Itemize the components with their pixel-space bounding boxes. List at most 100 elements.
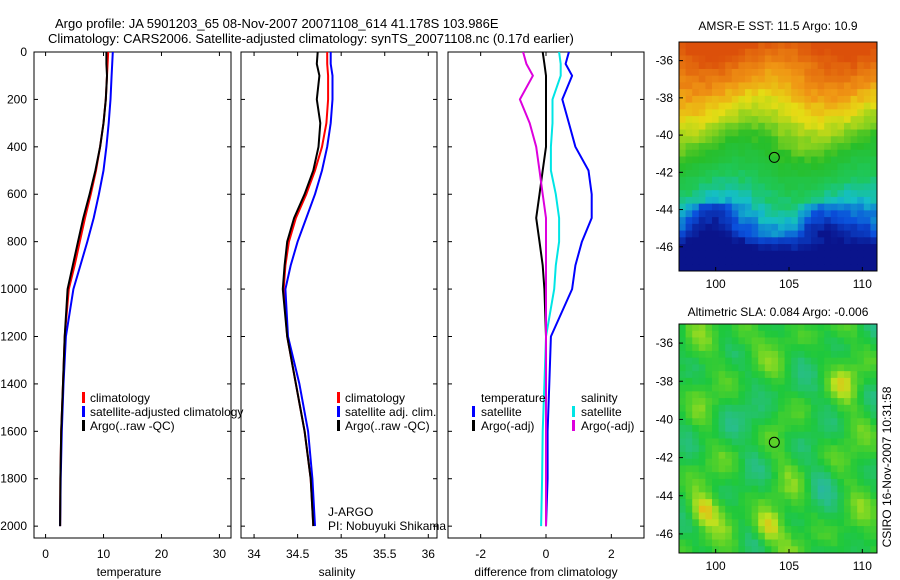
heatmap-cell	[705, 465, 713, 473]
heatmap-cell	[685, 196, 693, 205]
heatmap-cell	[837, 391, 845, 399]
heatmap-cell	[764, 169, 772, 178]
depth-tick-label: 2000	[0, 519, 27, 533]
heatmap-cell	[830, 136, 838, 144]
heatmap-cell	[685, 95, 693, 104]
heatmap-cell	[679, 68, 687, 77]
heatmap-cell	[738, 377, 746, 386]
heatmap-cell	[797, 539, 805, 547]
heatmap-cell	[764, 324, 772, 332]
heatmap-cell	[863, 357, 871, 366]
heatmap-cell	[698, 418, 706, 426]
heatmap-cell	[679, 485, 687, 493]
heatmap-cell	[685, 89, 693, 97]
heatmap-cell	[725, 136, 733, 144]
heatmap-cell	[857, 398, 865, 406]
x-tick-label: 20	[155, 547, 169, 561]
heatmap-cell	[844, 95, 852, 104]
heatmap-cell	[778, 404, 786, 413]
heatmap-cell	[738, 230, 746, 238]
heatmap-cell	[692, 445, 700, 453]
heatmap-cell	[830, 445, 838, 453]
heatmap-cell	[857, 257, 865, 265]
heatmap-cell	[778, 438, 786, 446]
heatmap-cell	[784, 136, 792, 144]
heatmap-cell	[811, 398, 819, 406]
heatmap-cell	[784, 89, 792, 97]
heatmap-cell	[824, 344, 832, 352]
heatmap-cell	[863, 257, 871, 265]
heatmap-cell	[705, 183, 713, 191]
heatmap-cell	[705, 431, 713, 440]
heatmap-cell	[685, 143, 693, 151]
heatmap-cell	[784, 210, 792, 218]
heatmap-cell	[731, 55, 739, 63]
series-line-satellite	[540, 52, 562, 527]
difference-series	[518, 52, 593, 527]
heatmap-cell	[850, 230, 858, 238]
heatmap-cell	[817, 398, 825, 406]
heatmap-cell	[837, 371, 845, 379]
heatmap-cell	[745, 183, 753, 191]
heatmap-cell	[850, 532, 858, 541]
heatmap-cell	[844, 492, 852, 500]
heatmap-cell	[863, 539, 871, 547]
heatmap-cell	[870, 136, 877, 144]
heatmap-cell	[712, 75, 720, 84]
heatmap-cell	[784, 190, 792, 198]
heatmap-cell	[738, 55, 746, 63]
heatmap-cell	[718, 505, 726, 514]
heatmap-cell	[692, 398, 700, 406]
heatmap-cell	[824, 532, 832, 541]
heatmap-cell	[725, 505, 733, 514]
heatmap-cell	[778, 89, 786, 97]
heatmap-cell	[778, 398, 786, 406]
heatmap-cell	[725, 377, 733, 386]
heatmap-cell	[685, 411, 693, 419]
heatmap-cell	[824, 68, 832, 77]
heatmap-cell	[797, 519, 805, 527]
heatmap-cell	[685, 384, 693, 392]
heatmap-cell	[771, 465, 779, 473]
heatmap-cell	[705, 404, 713, 413]
heatmap-cell	[850, 337, 858, 345]
heatmap-cell	[764, 472, 772, 480]
heatmap-cell	[764, 116, 772, 124]
heatmap-cell	[731, 418, 739, 426]
depth-tick-label: 1400	[0, 377, 27, 391]
heatmap-cell	[758, 230, 766, 238]
heatmap-cell	[830, 499, 838, 507]
heatmap-cell	[725, 512, 733, 520]
heatmap-cell	[817, 196, 825, 205]
heatmap-cell	[850, 357, 858, 366]
heatmap-cell	[824, 48, 832, 57]
heatmap-cell	[685, 519, 693, 527]
heatmap-cell	[837, 203, 845, 211]
heatmap-cell	[797, 89, 805, 97]
heatmap-cell	[738, 505, 746, 514]
salinity-plot-frame	[240, 51, 438, 539]
heatmap-cell	[771, 75, 779, 84]
heatmap-cell	[692, 264, 700, 271]
heatmap-cell	[705, 445, 713, 453]
heatmap-cell	[811, 244, 819, 252]
heatmap-cell	[791, 512, 799, 520]
heatmap-cell	[705, 156, 713, 164]
heatmap-cell	[685, 163, 693, 171]
heatmap-cell	[824, 223, 832, 232]
heatmap-cell	[712, 156, 720, 164]
heatmap-cell	[844, 458, 852, 467]
heatmap-cell	[751, 539, 759, 547]
heatmap-cell	[791, 136, 799, 144]
heatmap-cell	[837, 384, 845, 392]
heatmap-cell	[870, 129, 877, 137]
heatmap-cell	[685, 492, 693, 500]
heatmap-cell	[679, 539, 687, 547]
heatmap-cell	[712, 324, 720, 332]
heatmap-cell	[830, 532, 838, 541]
heatmap-cell	[692, 190, 700, 198]
heatmap-cell	[804, 458, 812, 467]
heatmap-cell	[679, 546, 687, 553]
heatmap-cell	[837, 122, 845, 131]
heatmap-cell	[863, 364, 871, 372]
